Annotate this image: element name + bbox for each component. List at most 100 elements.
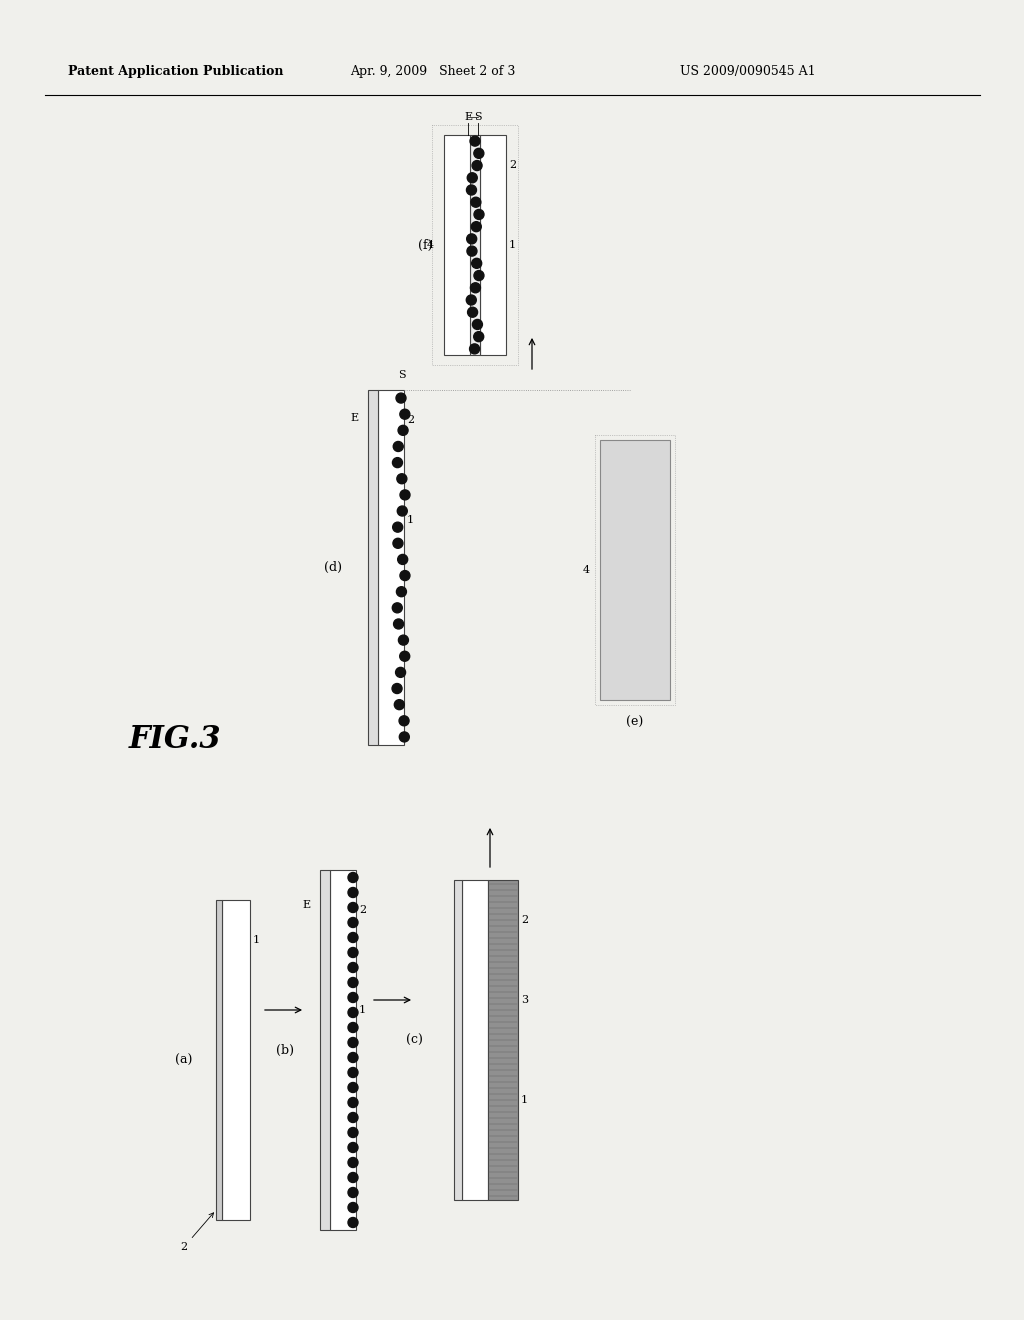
Text: (d): (d) [324,561,342,574]
Circle shape [348,917,358,928]
Circle shape [393,441,403,451]
Circle shape [468,308,477,317]
Text: S: S [398,370,406,380]
Circle shape [467,185,476,195]
Circle shape [392,684,402,693]
Circle shape [393,539,403,548]
Circle shape [399,731,410,742]
Circle shape [348,1068,358,1077]
Circle shape [348,993,358,1002]
Circle shape [348,1158,358,1167]
Bar [488,880,518,1200]
Text: E: E [464,112,472,121]
Circle shape [398,635,409,645]
Bar [222,900,250,1220]
Circle shape [400,570,410,581]
Circle shape [399,409,410,420]
Text: 2: 2 [407,414,414,425]
Circle shape [470,345,479,354]
Circle shape [470,136,480,147]
Bar [462,880,488,1200]
Text: E: E [302,900,310,909]
Circle shape [348,948,358,957]
Bar [444,135,470,355]
Circle shape [472,161,482,170]
Bar [319,870,330,1230]
Circle shape [400,490,410,500]
Text: (b): (b) [276,1044,294,1056]
Text: (e): (e) [627,715,644,729]
Circle shape [348,1172,358,1183]
Circle shape [474,148,484,158]
Circle shape [348,1082,358,1093]
Circle shape [348,932,358,942]
Circle shape [348,1038,358,1048]
Circle shape [392,603,402,612]
Circle shape [395,668,406,677]
Circle shape [348,1143,358,1152]
Bar [216,900,222,1220]
Circle shape [397,474,407,483]
Text: 3: 3 [521,995,528,1005]
Circle shape [348,887,358,898]
Text: (f): (f) [418,239,432,252]
Text: (a): (a) [175,1053,193,1067]
Circle shape [472,259,481,268]
Circle shape [348,1217,358,1228]
Text: 4: 4 [426,240,433,249]
Text: 1: 1 [359,1005,367,1015]
Bar [595,436,675,705]
Circle shape [398,425,408,436]
Circle shape [472,319,482,330]
Circle shape [474,271,484,281]
Text: E: E [350,413,358,422]
Text: US 2009/0090545 A1: US 2009/0090545 A1 [680,66,816,78]
Circle shape [348,1052,358,1063]
Circle shape [348,903,358,912]
Text: 2: 2 [359,906,367,915]
Circle shape [396,586,407,597]
Circle shape [348,1113,358,1122]
Circle shape [467,234,477,244]
Text: 2: 2 [509,160,516,170]
Circle shape [348,873,358,883]
Text: Apr. 9, 2009   Sheet 2 of 3: Apr. 9, 2009 Sheet 2 of 3 [350,66,515,78]
Circle shape [392,458,402,467]
Circle shape [397,506,408,516]
Circle shape [467,246,477,256]
Bar [432,125,518,366]
Circle shape [474,331,483,342]
Bar [368,389,378,744]
Circle shape [396,393,406,403]
Circle shape [393,619,403,628]
Circle shape [399,651,410,661]
Circle shape [471,197,481,207]
Bar [330,870,356,1230]
Text: 2: 2 [180,1213,214,1251]
Text: 1: 1 [407,515,414,525]
Circle shape [348,1188,358,1197]
Circle shape [392,523,402,532]
Circle shape [397,554,408,565]
Circle shape [348,1127,358,1138]
Text: 4: 4 [583,565,590,576]
Bar [600,440,670,700]
Circle shape [474,210,484,219]
Bar [480,135,506,355]
Text: 1: 1 [521,1096,528,1105]
Circle shape [348,1203,358,1213]
Circle shape [399,715,409,726]
Circle shape [470,282,480,293]
Bar [454,880,462,1200]
Circle shape [471,222,481,232]
Circle shape [348,962,358,973]
Circle shape [348,1007,358,1018]
Text: Patent Application Publication: Patent Application Publication [68,66,284,78]
Text: FIG.3: FIG.3 [129,725,221,755]
Text: 2: 2 [521,915,528,925]
Text: (c): (c) [406,1034,423,1047]
Bar [470,135,480,355]
Text: 1: 1 [509,240,516,249]
Text: 1: 1 [253,935,260,945]
Circle shape [466,294,476,305]
